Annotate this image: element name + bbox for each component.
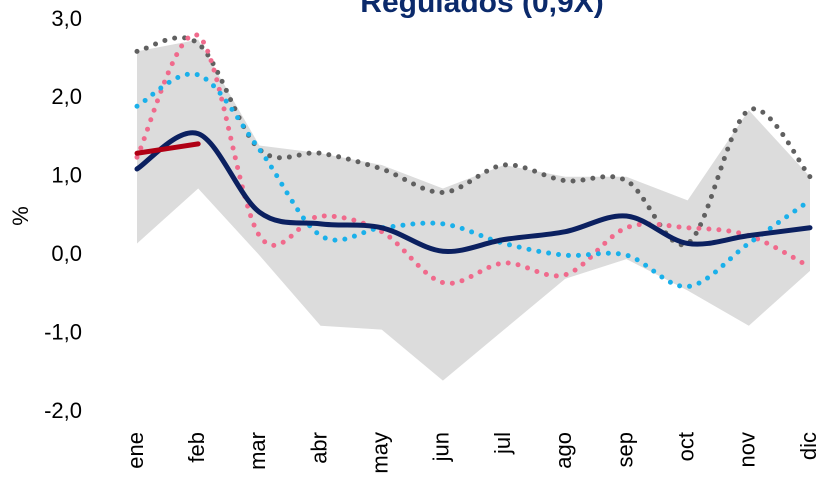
x-tick-label: oct: [673, 432, 698, 461]
x-tick-label: jun: [429, 432, 454, 462]
y-tick-label: -2,0: [44, 398, 82, 423]
x-tick-label: sep: [612, 432, 637, 467]
x-tick-label: jul: [490, 432, 515, 455]
series-line: [134, 141, 201, 156]
y-tick-label: 1,0: [51, 163, 82, 188]
y-axis-label: %: [8, 206, 33, 226]
range-band: [137, 39, 810, 381]
y-tick-label: 0,0: [51, 241, 82, 266]
x-tick-label: mar: [245, 432, 270, 470]
x-tick-label: ene: [123, 432, 148, 469]
y-tick-label: 2,0: [51, 84, 82, 109]
chart-title: Regulados (0,9X): [360, 0, 603, 19]
series-line: [134, 130, 813, 254]
x-tick-label: dic: [796, 432, 821, 460]
x-tick-label: may: [368, 432, 393, 474]
series-line: [134, 71, 813, 290]
x-tick-label: abr: [306, 432, 331, 464]
x-tick-label: nov: [735, 432, 760, 467]
x-tick-label: feb: [184, 432, 209, 463]
y-tick-label: -1,0: [44, 319, 82, 344]
x-tick-label: ago: [551, 432, 576, 469]
y-tick-label: 3,0: [51, 6, 82, 31]
